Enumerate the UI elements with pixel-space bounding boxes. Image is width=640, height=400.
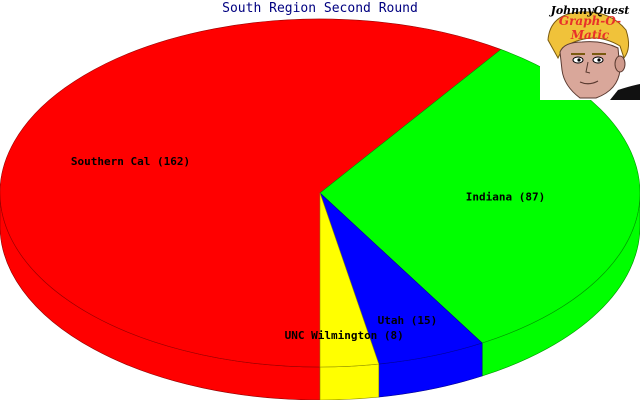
logo: JohnnyQuest Graph-O-Matic bbox=[540, 0, 640, 100]
slice-label-indiana: Indiana (87) bbox=[466, 190, 545, 203]
slice-label-unc-wilmington: UNC Wilmington (8) bbox=[285, 329, 404, 342]
logo-line2: Graph-O-Matic bbox=[558, 14, 622, 42]
slice-southern-cal bbox=[0, 18, 502, 368]
pie-side-walls bbox=[0, 192, 640, 400]
chart-title: South Region Second Round bbox=[222, 1, 418, 16]
slice-side-unc-wilmington bbox=[319, 363, 380, 400]
cartoon-boy-face-icon bbox=[540, 0, 640, 100]
slice-label-southern-cal: Southern Cal (162) bbox=[71, 155, 190, 168]
slice-unc-wilmington bbox=[319, 192, 380, 368]
logo-line1: JohnnyQuest bbox=[550, 4, 630, 17]
slice-labels: Southern Cal (162) Indiana (87) Utah (15) U… bbox=[71, 155, 545, 342]
slice-label-utah: Utah (15) bbox=[378, 314, 438, 327]
